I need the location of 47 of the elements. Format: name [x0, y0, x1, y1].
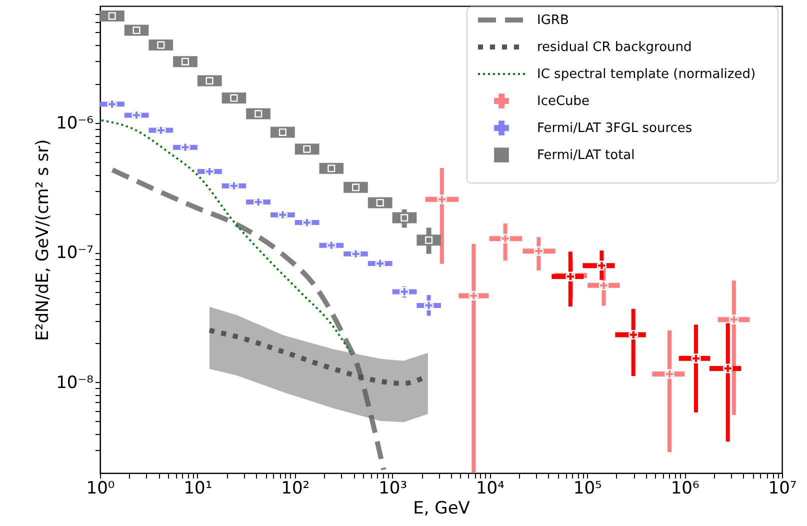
point: [302, 218, 312, 228]
point: [328, 164, 336, 172]
point: [400, 214, 408, 222]
point: [229, 181, 239, 191]
y-tick-label: 10⁻⁷: [56, 243, 94, 264]
x-tick-label: 10⁶: [670, 478, 700, 498]
point: [278, 210, 288, 220]
point: [157, 41, 165, 49]
point: [425, 236, 433, 244]
point: [132, 26, 140, 34]
point: [230, 94, 238, 102]
legend-label: residual CR background: [537, 40, 692, 55]
point: [254, 197, 264, 207]
point: [375, 258, 385, 268]
point: [424, 300, 434, 310]
y-axis-title: E²dN/dE, GeV/(cm² s sr): [33, 139, 54, 341]
y-tick-label: 10⁻⁸: [56, 372, 94, 393]
point: [352, 184, 360, 192]
point: [107, 99, 117, 109]
x-tick-label: 10¹: [184, 478, 212, 498]
point: [376, 198, 384, 206]
x-axis-title: E, GeV: [413, 498, 470, 518]
legend-label: IceCube: [537, 94, 590, 109]
legend-label: IGRB: [537, 13, 569, 28]
point: [350, 249, 361, 259]
x-tick-label: 10⁵: [573, 478, 602, 498]
legend-label: IC spectral template (normalized): [537, 67, 756, 82]
x-tick-label: 10³: [378, 478, 408, 498]
point: [303, 145, 311, 153]
y-tick-label: 10⁻⁶: [56, 114, 94, 134]
x-tick-label: 10⁴: [476, 478, 505, 498]
point: [156, 126, 166, 136]
point: [180, 142, 190, 152]
point: [206, 77, 214, 85]
x-tick-label: 10⁷: [768, 478, 797, 498]
point: [204, 166, 214, 176]
legend-label: Fermi/LAT total: [537, 148, 635, 163]
legend-label: Fermi/LAT 3FGL sources: [537, 121, 692, 136]
point: [326, 240, 336, 250]
point: [278, 128, 286, 136]
point: [108, 12, 116, 20]
point: [132, 110, 142, 120]
point: [400, 286, 410, 297]
x-tick-label: 10⁰: [86, 478, 115, 498]
point: [254, 110, 262, 118]
x-tick-label: 10²: [281, 478, 310, 498]
point: [181, 58, 190, 66]
